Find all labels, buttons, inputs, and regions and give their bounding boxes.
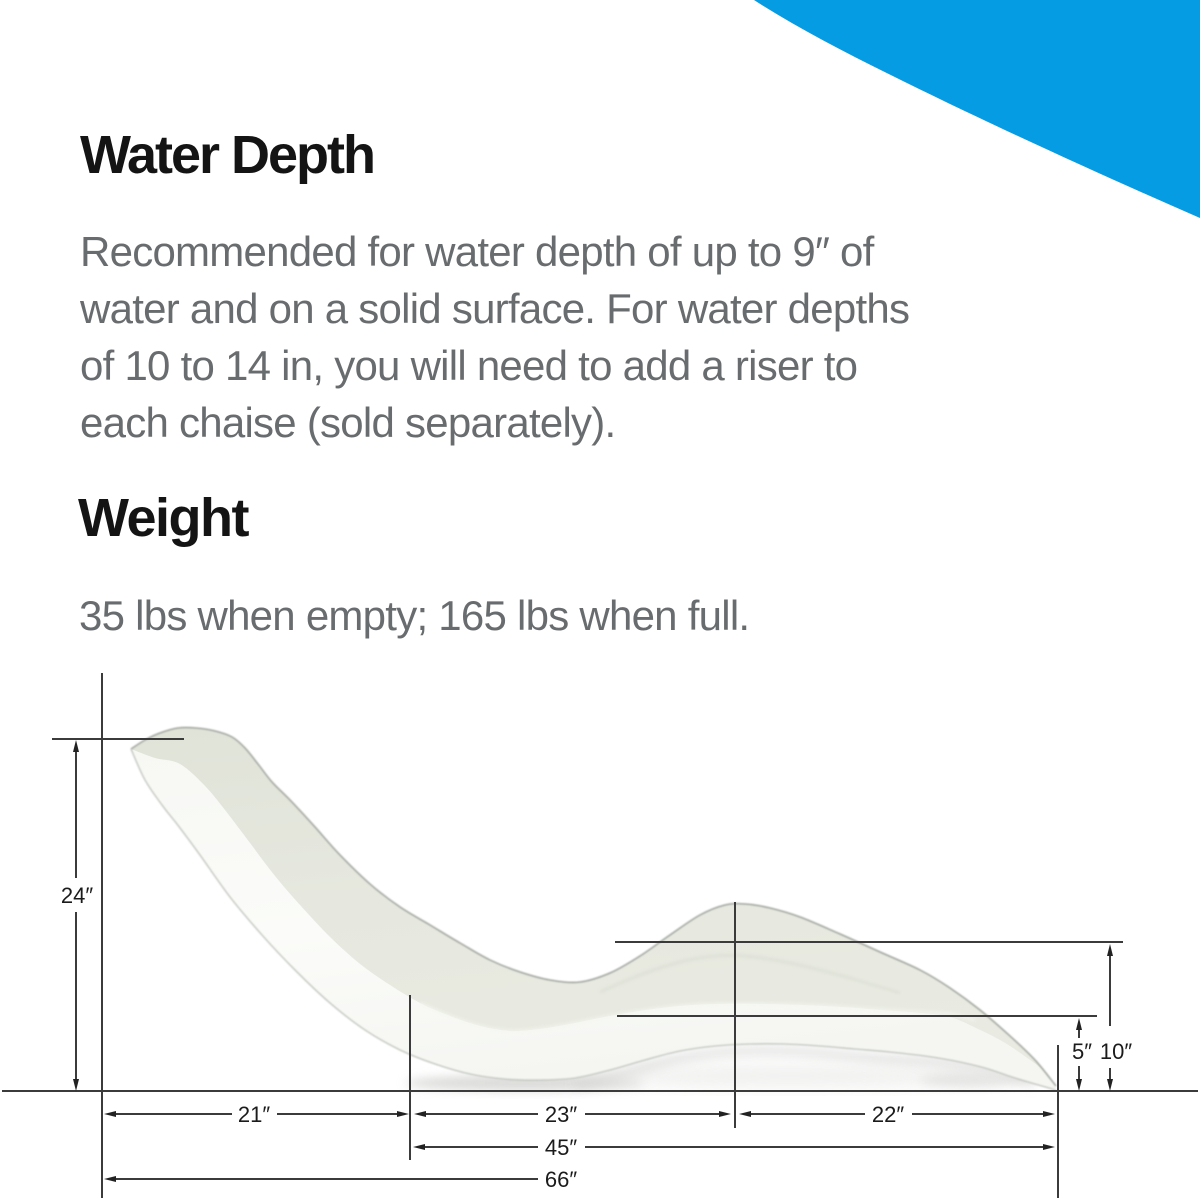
svg-text:10″: 10″ — [1100, 1039, 1132, 1064]
svg-text:22″: 22″ — [872, 1102, 904, 1127]
svg-text:45″: 45″ — [545, 1135, 577, 1160]
svg-text:23″: 23″ — [545, 1102, 577, 1127]
svg-text:5″: 5″ — [1072, 1039, 1092, 1064]
svg-text:66″: 66″ — [545, 1167, 577, 1192]
svg-text:21″: 21″ — [238, 1102, 270, 1127]
svg-text:24″: 24″ — [61, 883, 93, 908]
